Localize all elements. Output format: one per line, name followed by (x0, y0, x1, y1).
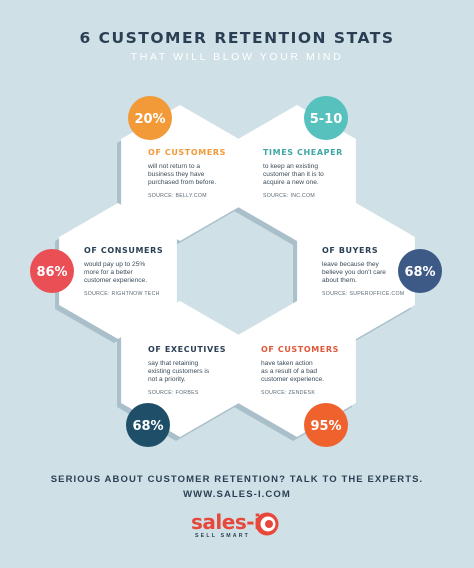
stat-card-3: OF CONSUMERS would pay up to 25% more for… (84, 246, 170, 297)
stat-card-5: OF EXECUTIVES say that retaining existing… (148, 345, 232, 396)
stat-badge (128, 96, 172, 140)
logo-wordmark: sales-i (191, 510, 261, 534)
stat-heading: TIMES CHEAPER (263, 148, 343, 157)
page-title: 6 CUSTOMER RETENTION STATS (79, 29, 395, 47)
stat-hexagon (59, 203, 177, 339)
stat-text: leave because they believe you don't care… (322, 261, 386, 285)
stat-source: SOURCE: RIGHTNOW TECH (84, 290, 160, 297)
stat-hexagon (297, 203, 415, 339)
stat-source: SOURCE: BELLY.COM (148, 192, 207, 199)
stat-source: SOURCE: FORBES (148, 389, 199, 396)
stat-card-4: OF BUYERS leave because they believe you … (322, 246, 406, 297)
stat-source: SOURCE: INC.COM (263, 192, 316, 199)
stat-value: 68% (404, 265, 435, 280)
stat-heading: OF CONSUMERS (84, 246, 164, 255)
logo-tagline: SELL SMART (195, 533, 251, 539)
stat-value: 5-10 (310, 112, 343, 127)
sales-i-logo[interactable]: sales-i SELL SMART (188, 509, 288, 539)
footer-cta: SERIOUS ABOUT CUSTOMER RETENTION? TALK T… (50, 474, 424, 485)
stat-badge (30, 249, 74, 293)
stat-hexagon (121, 301, 239, 437)
stat-value: 68% (132, 419, 163, 434)
stat-text: would pay up to 25% more for a better cust… (84, 261, 148, 285)
logo-ring-icon (255, 512, 279, 536)
stat-badge (398, 249, 442, 293)
stat-value: 20% (134, 112, 165, 127)
stat-card-1: OF CUSTOMERS will not return to a busines… (148, 148, 228, 199)
stat-hexagon (238, 301, 356, 437)
stat-card-2: TIMES CHEAPER to keep an existing custome… (263, 148, 347, 199)
stat-text: to keep an existing customer than it is t… (263, 163, 324, 187)
stat-heading: OF BUYERS (322, 246, 379, 255)
page-subtitle: THAT WILL BLOW YOUR MIND (130, 51, 344, 63)
stat-text: will not return to a business they have pu… (148, 163, 217, 187)
stat-source: SOURCE: SUPEROFFICE.COM (322, 290, 405, 297)
stat-value: 95% (310, 419, 341, 434)
footer-website-link[interactable]: WWW.SALES-I.COM (183, 489, 291, 500)
stat-card-6: OF CUSTOMERS have taken action as a resul… (261, 345, 345, 396)
stat-heading: OF CUSTOMERS (261, 345, 339, 354)
stat-text: have taken action as a result of a bad cus… (261, 360, 325, 384)
stat-text: say that retaining existing customers is n… (148, 360, 210, 384)
stat-value: 86% (36, 265, 67, 280)
stat-badge (304, 403, 348, 447)
stat-badge (304, 96, 348, 140)
stat-heading: OF CUSTOMERS (148, 148, 226, 157)
stat-source: SOURCE: ZENDESK (261, 389, 316, 396)
stat-heading: OF EXECUTIVES (148, 345, 227, 354)
stat-badge (126, 403, 170, 447)
